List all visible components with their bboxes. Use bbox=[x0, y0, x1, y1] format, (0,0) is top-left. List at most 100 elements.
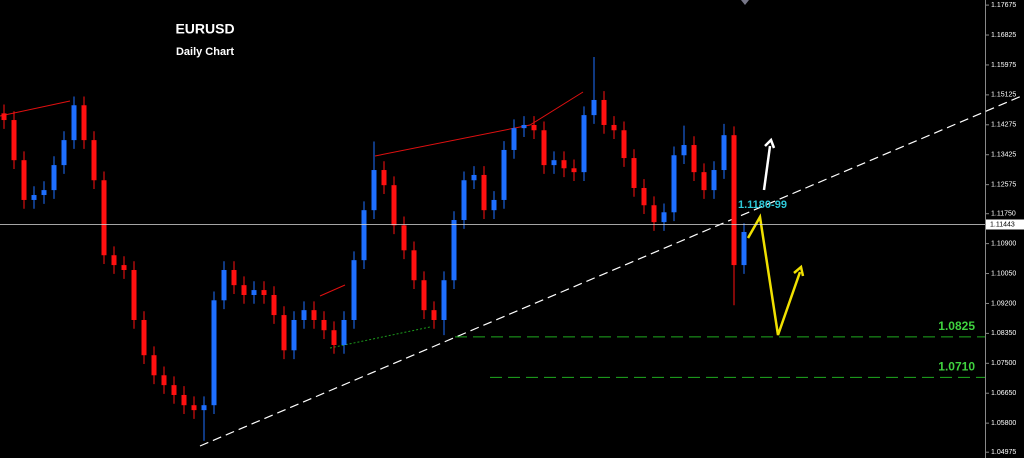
candle-body bbox=[101, 180, 107, 256]
candle-body bbox=[641, 187, 647, 206]
y-tick-label: 1.09200 bbox=[991, 300, 1016, 307]
candle-body bbox=[721, 135, 727, 171]
candle-body bbox=[571, 168, 577, 173]
candle-body bbox=[221, 270, 227, 301]
projection-arrow bbox=[746, 213, 802, 336]
y-tick-label: 1.05800 bbox=[991, 420, 1016, 427]
candle-body bbox=[381, 170, 387, 186]
candle-body bbox=[591, 99, 597, 116]
candle-body bbox=[341, 320, 347, 345]
candle-body bbox=[481, 174, 487, 211]
candle-body bbox=[121, 265, 127, 271]
candle-body bbox=[261, 290, 267, 296]
candle-body bbox=[431, 310, 437, 321]
candle-body bbox=[351, 260, 357, 321]
candle-body bbox=[191, 405, 197, 411]
candle-body bbox=[251, 290, 257, 296]
candle-body bbox=[731, 135, 737, 266]
up-arrow bbox=[762, 145, 772, 191]
candle-body bbox=[491, 199, 497, 211]
chart-subtitle: Daily Chart bbox=[176, 46, 234, 58]
candle-body bbox=[651, 205, 657, 223]
candle-body bbox=[331, 330, 337, 345]
red-trend-line bbox=[0, 100, 71, 117]
candle-body bbox=[291, 320, 297, 351]
trend-line bbox=[199, 94, 1024, 447]
candle-body bbox=[411, 250, 417, 281]
candle-body bbox=[1, 113, 7, 121]
support-line bbox=[329, 326, 431, 349]
candle-body bbox=[681, 145, 687, 156]
candle-body bbox=[451, 220, 457, 281]
candle-body bbox=[91, 140, 97, 181]
candle-body bbox=[311, 310, 317, 321]
candle-body bbox=[511, 128, 517, 150]
candle-body bbox=[621, 130, 627, 159]
y-tick-label: 1.14275 bbox=[991, 122, 1016, 129]
candle-body bbox=[541, 130, 547, 166]
y-tick-label: 1.06650 bbox=[991, 390, 1016, 397]
candle-body bbox=[81, 105, 87, 141]
candle-body bbox=[281, 315, 287, 351]
candle-body bbox=[421, 280, 427, 311]
candle-body bbox=[31, 195, 37, 200]
red-trend-line bbox=[319, 284, 346, 297]
candle-body bbox=[631, 158, 637, 188]
y-tick-label: 1.08350 bbox=[991, 330, 1016, 337]
candle-body bbox=[231, 270, 237, 286]
candle-body bbox=[741, 231, 747, 266]
candle-body bbox=[111, 255, 117, 266]
candle-body bbox=[661, 212, 667, 223]
candle-body bbox=[51, 165, 57, 191]
candle-body bbox=[701, 172, 707, 191]
candle-body bbox=[521, 124, 527, 129]
support-level-label: 1.0825 bbox=[938, 319, 975, 333]
candle-body bbox=[391, 185, 397, 226]
candle-body bbox=[241, 285, 247, 296]
candle-body bbox=[21, 160, 27, 200]
y-tick-label: 1.11750 bbox=[991, 211, 1016, 218]
candle-body bbox=[691, 145, 697, 173]
candle-body bbox=[461, 180, 467, 221]
y-tick-label: 1.12575 bbox=[991, 181, 1016, 188]
candle-body bbox=[211, 300, 217, 406]
candle-body bbox=[531, 124, 537, 131]
y-tick-label: 1.15125 bbox=[991, 92, 1016, 99]
y-tick-label: 1.13425 bbox=[991, 152, 1016, 159]
y-tick-label: 1.15975 bbox=[991, 62, 1016, 69]
candle-body bbox=[71, 105, 77, 141]
candle-body bbox=[321, 320, 327, 331]
y-tick-label: 1.10900 bbox=[991, 240, 1016, 247]
support-level-label: 1.0710 bbox=[938, 360, 975, 374]
candle-body bbox=[371, 170, 377, 211]
chart-title: EURUSD bbox=[175, 21, 234, 37]
candle-body bbox=[141, 320, 147, 356]
candle-body bbox=[501, 149, 507, 200]
candle-body bbox=[131, 270, 137, 321]
y-tick-label: 1.16825 bbox=[991, 32, 1016, 39]
candle-body bbox=[601, 99, 607, 125]
current-price-box bbox=[986, 219, 1024, 230]
resistance-label: 1.1180-99 bbox=[738, 199, 787, 211]
candle-body bbox=[171, 385, 177, 395]
candle-body bbox=[551, 160, 557, 166]
scroll-marker bbox=[741, 0, 749, 5]
candle-body bbox=[401, 225, 407, 251]
candle-body bbox=[61, 140, 67, 166]
y-tick-label: 1.17675 bbox=[991, 2, 1016, 9]
candle-body bbox=[471, 174, 477, 181]
candle-body bbox=[161, 375, 167, 386]
candle-body bbox=[611, 124, 617, 131]
red-trend-line bbox=[374, 91, 584, 157]
candle-body bbox=[301, 310, 307, 321]
candle-body bbox=[361, 210, 367, 261]
projection-arrow-head bbox=[793, 264, 805, 277]
candle-body bbox=[271, 295, 277, 316]
candle-body bbox=[151, 355, 157, 376]
y-tick-label: 1.04975 bbox=[991, 449, 1016, 456]
candle-body bbox=[41, 190, 47, 196]
candle-body bbox=[711, 170, 717, 191]
candle-body bbox=[581, 115, 587, 173]
y-tick-label: 1.10050 bbox=[991, 270, 1016, 277]
